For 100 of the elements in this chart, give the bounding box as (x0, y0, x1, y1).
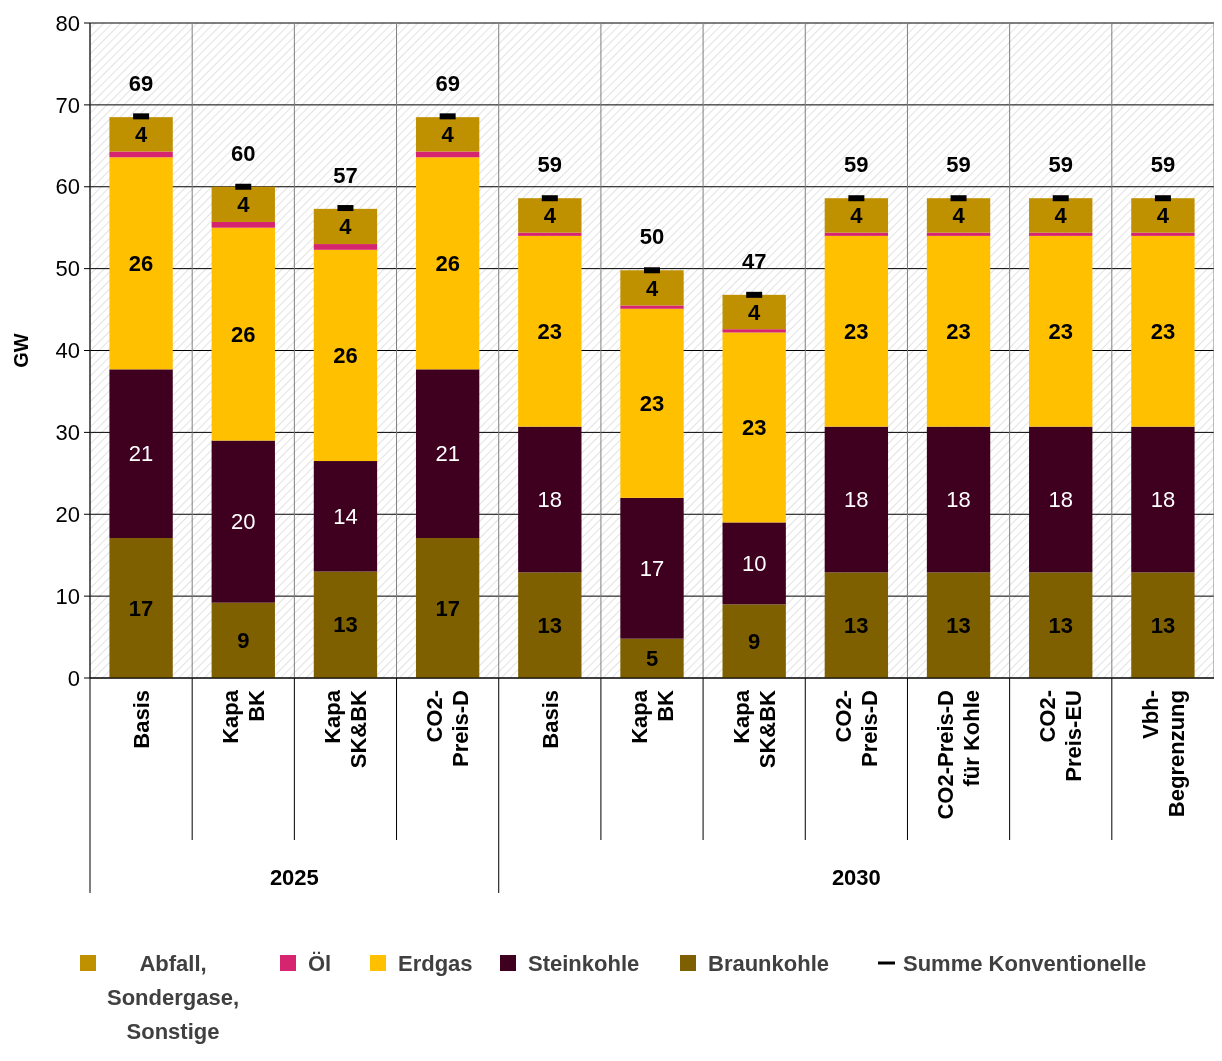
bar (211, 440, 275, 603)
bar (415, 157, 480, 370)
bar (1131, 232, 1195, 236)
total-label: 59 (1150, 152, 1176, 178)
bar (824, 572, 889, 678)
x-tick-label: Kapa BK (626, 689, 678, 744)
legend-label: Öl (308, 950, 332, 976)
data-label: 13 (844, 612, 869, 638)
x-tick-label: Basis (128, 690, 154, 749)
x-tick-label: CO2- Preis-D (831, 690, 883, 768)
bar (313, 249, 378, 462)
data-label: 4 (952, 203, 966, 229)
bar (824, 232, 889, 236)
bar (620, 270, 684, 306)
bar (620, 497, 684, 639)
legend-label: Abfall, Sondergase, Sonstige (106, 950, 240, 1044)
y-axis-title: GW (10, 333, 32, 368)
total-label: 69 (128, 71, 154, 97)
data-label: 23 (946, 318, 971, 344)
data-label: 9 (237, 628, 250, 654)
y-tick-label: 0 (67, 665, 80, 691)
bar (211, 221, 275, 228)
x-tick-label: Kapa SK&BK (320, 689, 372, 769)
data-label: 4 (441, 122, 455, 148)
bar (211, 227, 275, 441)
y-tick-label: 10 (55, 583, 80, 609)
data-label: 4 (134, 122, 148, 148)
data-label: 23 (844, 318, 869, 344)
bar (109, 537, 173, 678)
data-label: 21 (435, 441, 460, 467)
bar (722, 604, 786, 678)
bar (211, 602, 275, 678)
total-label: 60 (231, 140, 256, 166)
y-tick-label: 50 (55, 256, 80, 282)
data-label: 13 (333, 612, 358, 638)
data-label: 4 (1156, 203, 1170, 229)
bar (313, 208, 378, 245)
text: 2030 (831, 865, 881, 890)
bar (1131, 235, 1195, 427)
bar (926, 235, 991, 427)
total-label: 59 (1048, 152, 1073, 178)
legend-label: Steinkohle (528, 950, 640, 976)
total-label: 59 (946, 152, 971, 178)
data-label: 26 (128, 251, 154, 276)
bar (824, 235, 889, 427)
data-label: 21 (128, 441, 154, 467)
data-label: 9 (748, 628, 761, 654)
data-label: 4 (339, 214, 353, 240)
x-tick-label: Basis (537, 690, 563, 749)
bar (722, 332, 786, 523)
bar (620, 638, 684, 678)
data-label: 23 (741, 415, 767, 441)
x-tick-label: CO2- Preis-D (422, 690, 474, 768)
bar (1029, 235, 1093, 427)
total-label: 59 (537, 152, 563, 178)
x-tick-label: Kapa SK&BK (728, 689, 780, 769)
data-label: 10 (741, 551, 767, 577)
data-label: 4 (543, 203, 557, 229)
bar (722, 294, 786, 330)
data-label: 13 (1048, 612, 1073, 638)
bar (1131, 426, 1195, 573)
bar (313, 571, 378, 678)
data-label: 26 (231, 321, 256, 347)
legend-label: Summe Konventionelle (903, 950, 1147, 976)
data-label: 4 (237, 192, 251, 218)
y-tick-label: 80 (55, 10, 80, 36)
data-label: 5 (645, 646, 659, 672)
bar (620, 305, 684, 309)
data-label: 23 (1150, 318, 1176, 344)
bar (824, 198, 889, 233)
bar (313, 461, 378, 572)
total-label: 47 (741, 248, 767, 274)
data-label: 4 (748, 299, 762, 325)
bar (926, 232, 991, 236)
data-label: 4 (645, 275, 659, 301)
y-tick-label: 60 (55, 174, 80, 200)
bar (518, 198, 582, 233)
total-label: 59 (844, 152, 869, 178)
y-tick-label: 40 (55, 338, 80, 364)
bar (211, 186, 275, 222)
data-label: 18 (844, 487, 869, 513)
bar (926, 426, 991, 573)
data-label: 26 (435, 251, 460, 276)
data-label: 18 (1048, 487, 1073, 513)
data-label: 18 (1150, 487, 1176, 513)
bar (1029, 198, 1093, 233)
bar (518, 426, 582, 573)
bar (926, 198, 991, 233)
data-label: 17 (639, 555, 665, 581)
y-tick-label: 20 (55, 501, 80, 527)
data-label: 23 (1048, 318, 1073, 344)
bar (926, 572, 991, 678)
bar (415, 117, 480, 152)
legend-label: Braunkohle (708, 950, 830, 976)
total-label: 50 (639, 224, 665, 250)
bar (109, 369, 173, 538)
data-label: 20 (231, 509, 256, 535)
total-label: 57 (333, 162, 358, 188)
bar (1029, 572, 1093, 678)
data-label: 13 (946, 612, 971, 638)
